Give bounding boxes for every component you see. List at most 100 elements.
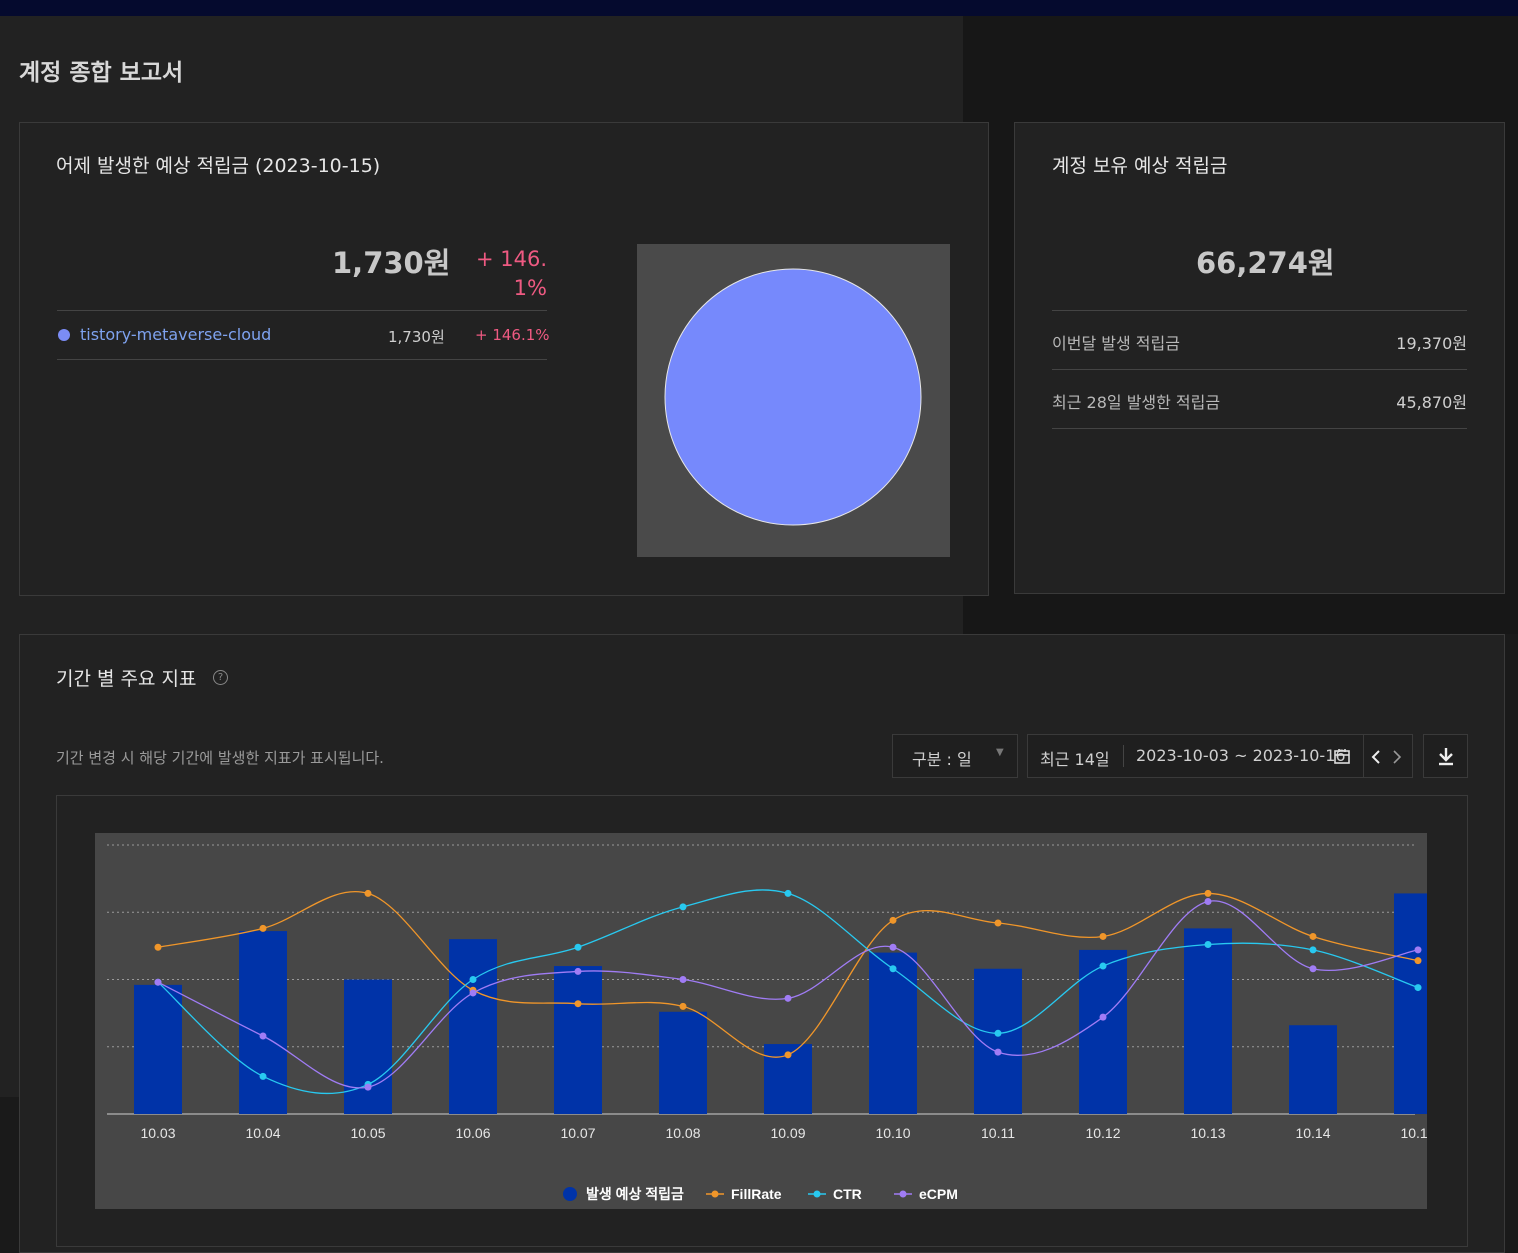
legend-marker [711,1190,719,1198]
point-ecpm-10.08[interactable] [679,976,687,983]
yesterday-change: + 146. 1% [460,245,547,303]
recent-28-label: 최근 28일 발생한 적립금 [1052,393,1221,412]
point-ecpm-10.09[interactable] [784,994,792,1002]
metrics-description: 기간 변경 시 해당 기간에 발생한 지표가 표시됩니다. [56,749,384,767]
bar-10.11[interactable] [974,968,1022,1114]
yesterday-earnings-title: 어제 발생한 예상 적립금 (2023-10-15) [56,155,381,177]
bar-10.13[interactable] [1184,928,1232,1114]
point-ctr-10.14[interactable] [1309,946,1317,954]
x-tick-label: 10.04 [245,1125,280,1141]
balance-amount: 66,274원 [1196,246,1335,280]
point-ecpm-10.07[interactable] [574,967,582,975]
x-tick-label: 10.12 [1085,1125,1120,1141]
month-earnings-label: 이번달 발생 적립금 [1052,334,1180,353]
balance-panel [1014,122,1505,594]
legend-label[interactable]: eCPM [919,1186,958,1202]
bar-10.14[interactable] [1289,1025,1337,1114]
point-ecpm-10.13[interactable] [1204,897,1212,905]
bar-10.04[interactable] [239,931,287,1114]
point-ctr-10.13[interactable] [1204,941,1212,949]
yesterday-change-line1: + 146. [475,247,547,271]
bar-10.15[interactable] [1394,893,1427,1114]
chart-frame: 10.03 10.04 10.05 10.06 10.07 10.08 10.09 10.10… [56,795,1468,1247]
point-ctr-10.11[interactable] [994,1029,1002,1037]
date-range-text: 2023-10-03 ~ 2023-10-16 [1136,746,1346,765]
point-fillrate-10.05[interactable] [364,889,372,897]
chevron-right-icon[interactable] [1391,749,1403,765]
series-dot-icon [58,329,70,341]
x-tick-label: 10.07 [560,1125,595,1141]
point-ctr-10.15[interactable] [1414,984,1422,992]
pie-chart [637,244,950,557]
chevron-down-icon: ▼ [996,747,1004,758]
date-range-picker[interactable]: 최근 14일 2023-10-03 ~ 2023-10-16 [1027,734,1413,778]
site-amount: 1,730원 [388,328,445,346]
calendar-icon[interactable] [1333,747,1351,765]
point-fillrate-10.08[interactable] [679,1002,687,1010]
x-tick-label: 10.15 [1400,1125,1427,1141]
point-ctr-10.07[interactable] [574,943,582,951]
point-ctr-10.10[interactable] [889,965,897,973]
point-ecpm-10.15[interactable] [1414,946,1422,954]
point-ctr-10.12[interactable] [1099,962,1107,970]
legend-label[interactable]: FillRate [731,1186,782,1202]
yesterday-change-line2: 1% [513,276,547,300]
x-tick-label: 10.10 [875,1125,910,1141]
period-label: 최근 14일 [1040,750,1110,769]
point-ctr-10.06[interactable] [469,976,477,983]
metrics-title: 기간 별 주요 지표 [56,668,197,690]
bar-10.06[interactable] [449,939,497,1114]
divider [1363,735,1364,777]
point-fillrate-10.15[interactable] [1414,957,1422,965]
bar-10.03[interactable] [134,984,182,1114]
balance-title: 계정 보유 예상 적립금 [1052,155,1228,177]
divider [1052,369,1467,370]
legend-marker [813,1190,821,1198]
point-ctr-10.09[interactable] [784,889,792,897]
yesterday-amount: 1,730원 [332,246,451,280]
point-fillrate-10.04[interactable] [259,924,267,932]
point-fillrate-10.10[interactable] [889,916,897,924]
point-ecpm-10.10[interactable] [889,943,897,951]
site-change: + 146.1% [475,326,550,344]
point-ecpm-10.11[interactable] [994,1048,1002,1056]
help-icon[interactable]: ? [213,670,228,685]
point-fillrate-10.09[interactable] [784,1051,792,1059]
pie-slice[interactable] [664,268,922,526]
point-ctr-10.04[interactable] [259,1072,267,1080]
pie-svg [664,268,922,526]
x-tick-label: 10.11 [981,1125,1015,1141]
bar-10.05[interactable] [344,979,392,1115]
point-ecpm-10.14[interactable] [1309,965,1317,973]
legend-label[interactable]: CTR [833,1186,862,1202]
point-fillrate-10.03[interactable] [154,943,162,951]
x-tick-label: 10.14 [1295,1125,1330,1141]
group-select[interactable]: 구분 : 일 ▼ [892,734,1018,778]
point-fillrate-10.12[interactable] [1099,932,1107,940]
bar-10.07[interactable] [554,966,602,1114]
point-fillrate-10.07[interactable] [574,1000,582,1008]
bar-10.10[interactable] [869,952,917,1114]
site-link[interactable]: tistory-metaverse-cloud [80,325,272,344]
point-ctr-10.08[interactable] [679,903,687,911]
legend-label[interactable]: 발생 예상 적립금 [586,1186,684,1202]
legend-marker [563,1187,577,1201]
download-button[interactable] [1423,734,1468,778]
point-ecpm-10.03[interactable] [154,978,162,986]
point-fillrate-10.11[interactable] [994,919,1002,927]
point-ecpm-10.06[interactable] [469,989,477,997]
x-tick-label: 10.13 [1190,1125,1225,1141]
point-ecpm-10.12[interactable] [1099,1013,1107,1021]
point-fillrate-10.13[interactable] [1204,889,1212,897]
bar-10.08[interactable] [659,1011,707,1114]
point-ecpm-10.05[interactable] [364,1083,372,1091]
chevron-left-icon[interactable] [1370,749,1382,765]
bar-10.12[interactable] [1079,949,1127,1114]
point-fillrate-10.14[interactable] [1309,932,1317,940]
divider [57,359,547,360]
divider [57,310,547,311]
divider [1052,310,1467,311]
x-tick-label: 10.09 [770,1125,805,1141]
point-ecpm-10.04[interactable] [259,1032,267,1040]
metrics-chart: 10.03 10.04 10.05 10.06 10.07 10.08 10.09 10.10… [95,833,1427,1209]
